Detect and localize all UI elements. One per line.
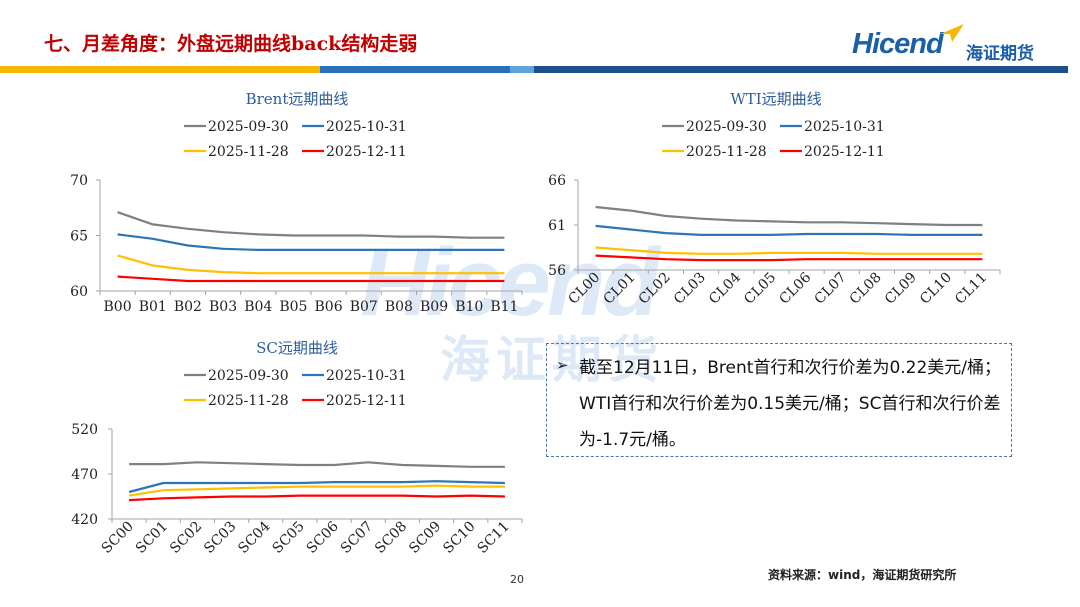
legend-label: 2025-09-30 xyxy=(686,119,767,135)
x-tick-label: SC01 xyxy=(133,519,171,557)
series-line-1 xyxy=(595,205,983,227)
x-tick-label: CL02 xyxy=(636,270,674,308)
legend-label: 2025-11-28 xyxy=(686,144,767,160)
page-number: 20 xyxy=(510,573,524,586)
company-logo: Hicend 海证期货 xyxy=(852,22,1062,66)
series-line-4 xyxy=(129,494,505,502)
series-line-1 xyxy=(129,461,505,468)
header-stripe-navy xyxy=(534,66,1068,73)
series-line-3 xyxy=(117,254,505,275)
header-stripe-lightblue xyxy=(510,66,534,73)
x-tick-label: SC05 xyxy=(269,519,307,557)
x-tick-label: B08 xyxy=(385,299,413,315)
y-tick-label: 420 xyxy=(71,512,98,528)
series-line-2 xyxy=(595,224,983,236)
series-line-3 xyxy=(128,484,505,497)
legend-label: 2025-11-28 xyxy=(208,393,289,409)
commentary-box: ➢ 截至12月11日，Brent首行和次行价差为0.22美元/桶；WTI首行和次… xyxy=(546,343,1012,457)
legend-label: 2025-10-31 xyxy=(804,119,885,135)
legend-label: 2025-10-31 xyxy=(326,368,407,384)
x-tick-label: CL10 xyxy=(917,270,955,308)
bullet-arrow-icon: ➢ xyxy=(556,356,569,374)
series-line-3 xyxy=(595,246,983,255)
y-tick-label: 70 xyxy=(70,173,88,189)
chart-title: SC远期曲线 xyxy=(256,339,338,357)
x-tick-label: B03 xyxy=(209,299,237,315)
legend-label: 2025-12-11 xyxy=(326,144,407,160)
x-tick-label: CL08 xyxy=(847,270,885,308)
data-source: 资料来源：wind，海证期货研究所 xyxy=(768,568,957,582)
series-line-4 xyxy=(117,275,505,283)
x-tick-label: CL05 xyxy=(741,270,779,308)
x-tick-label: B02 xyxy=(174,299,202,315)
x-tick-label: CL00 xyxy=(565,270,603,308)
x-tick-label: SC07 xyxy=(338,519,376,557)
chart-title: Brent远期曲线 xyxy=(246,90,349,108)
x-tick-label: B11 xyxy=(490,299,518,315)
y-tick-label: 61 xyxy=(548,218,566,234)
y-tick-label: 66 xyxy=(548,173,566,189)
logo-wordmark: Hicend xyxy=(852,28,944,60)
chart-3: SC远期曲线 2025-09-30 2025-10-31 2025-11-28 2025… xyxy=(71,339,523,557)
legend-label: 2025-12-11 xyxy=(326,393,407,409)
series-line-2 xyxy=(128,480,505,494)
logo-swoosh-icon xyxy=(940,24,964,42)
x-tick-label: B10 xyxy=(455,299,483,315)
x-tick-label: B00 xyxy=(104,299,132,315)
commentary-text: 截至12月11日，Brent首行和次行价差为0.22美元/桶；WTI首行和次行价… xyxy=(579,358,1002,450)
x-tick-label: SC02 xyxy=(167,519,205,557)
x-tick-label: CL07 xyxy=(812,270,850,308)
x-tick-label: SC10 xyxy=(440,519,478,557)
y-tick-label: 56 xyxy=(548,263,566,279)
legend-label: 2025-09-30 xyxy=(208,368,289,384)
legend-label: 2025-11-28 xyxy=(208,144,289,160)
x-tick-label: B09 xyxy=(420,299,448,315)
x-tick-label: SC09 xyxy=(406,519,444,557)
y-tick-label: 470 xyxy=(71,467,98,483)
chart-1: Brent远期曲线 2025-09-30 2025-10-31 2025-11-28 2… xyxy=(70,90,523,315)
x-tick-label: B06 xyxy=(315,299,343,315)
header-stripe-blue xyxy=(320,66,510,73)
legend-label: 2025-12-11 xyxy=(804,144,885,160)
x-tick-label: SC06 xyxy=(304,518,342,556)
legend-label: 2025-10-31 xyxy=(326,119,407,135)
x-tick-label: CL06 xyxy=(776,269,814,307)
y-tick-label: 60 xyxy=(70,284,88,300)
x-tick-label: B01 xyxy=(139,299,167,315)
y-tick-label: 65 xyxy=(70,229,88,245)
y-tick-label: 520 xyxy=(71,422,98,438)
x-tick-label: B05 xyxy=(279,299,307,315)
x-tick-label: CL09 xyxy=(882,270,920,308)
legend-label: 2025-09-30 xyxy=(208,119,289,135)
page-title: 七、月差角度：外盘远期曲线back结构走弱 xyxy=(44,33,418,55)
x-tick-label: SC11 xyxy=(474,519,512,557)
x-tick-label: SC08 xyxy=(372,519,410,557)
x-tick-label: SC03 xyxy=(201,519,239,557)
x-tick-label: B07 xyxy=(350,299,378,315)
chart-2: WTI远期曲线 2025-09-30 2025-10-31 2025-11-28 202… xyxy=(548,90,1001,308)
x-tick-label: CL01 xyxy=(601,270,639,308)
x-tick-label: B04 xyxy=(244,299,272,315)
series-line-2 xyxy=(117,233,505,251)
series-line-4 xyxy=(595,254,983,262)
x-tick-label: SC00 xyxy=(99,519,137,557)
chart-title: WTI远期曲线 xyxy=(730,90,821,108)
x-tick-label: CL11 xyxy=(952,270,990,308)
header-stripe-gold xyxy=(0,66,320,73)
series-line-1 xyxy=(117,211,505,239)
x-tick-label: SC04 xyxy=(235,518,273,556)
logo-chinese-name: 海证期货 xyxy=(966,44,1034,64)
x-tick-label: CL04 xyxy=(706,269,744,307)
x-tick-label: CL03 xyxy=(671,270,709,308)
